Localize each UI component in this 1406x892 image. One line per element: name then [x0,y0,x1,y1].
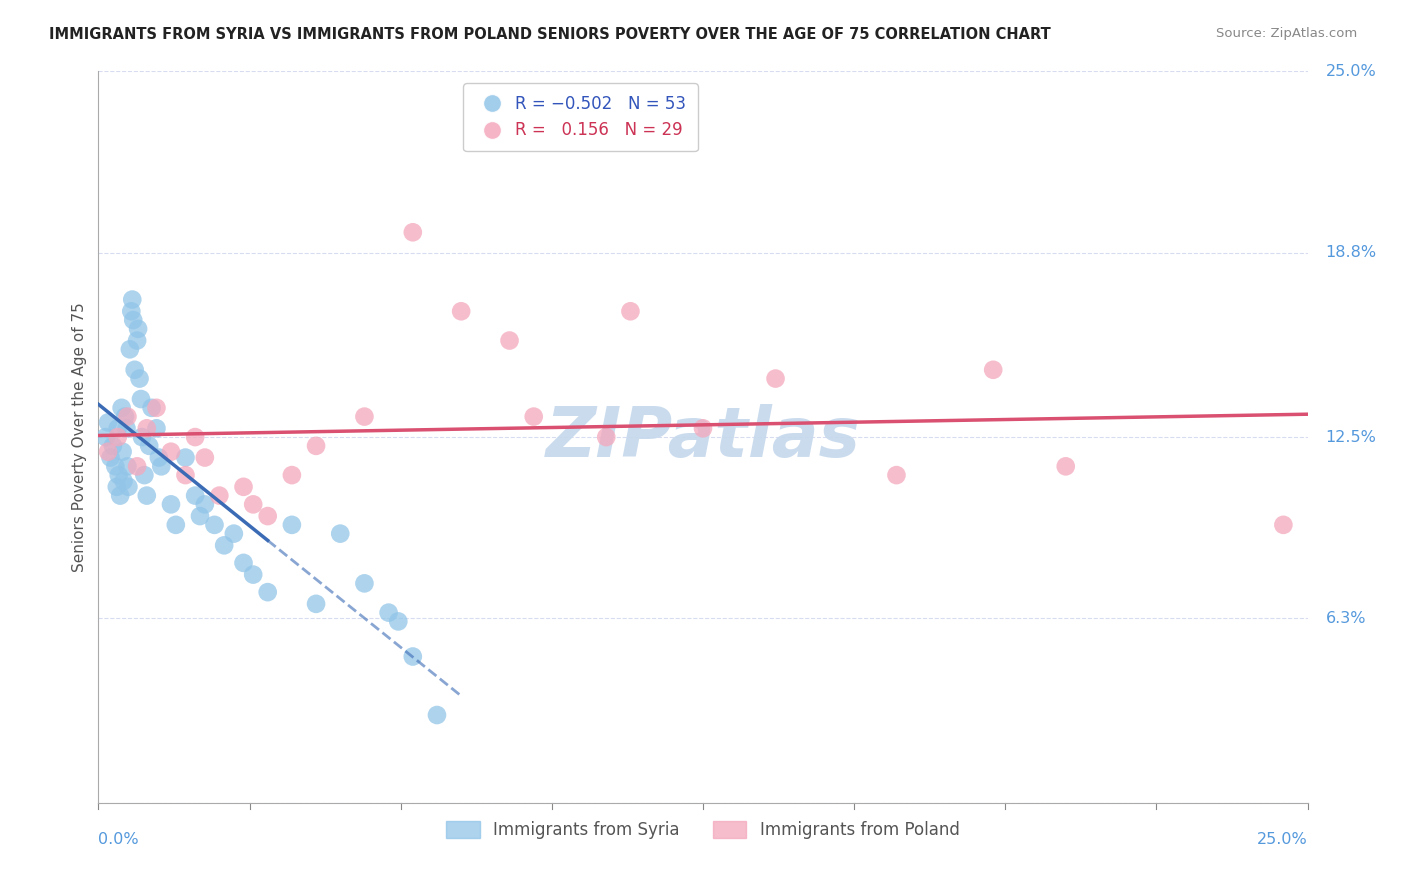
Point [129,392,152,406]
Point [145,401,167,415]
Point [121,293,143,307]
Point [117,409,139,424]
Point [111,444,134,458]
Point [127,334,149,348]
Point [101,439,124,453]
Point [184,489,207,503]
Point [174,468,197,483]
Text: 25.0%: 25.0% [1257,832,1308,847]
Point [1272,517,1295,532]
Point [128,371,150,385]
Point [135,421,157,435]
Point [115,421,138,435]
Point [165,517,187,532]
Point [97,416,120,430]
Point [127,322,149,336]
Point [127,459,149,474]
Point [107,421,129,435]
Text: IMMIGRANTS FROM SYRIA VS IMMIGRANTS FROM POLAND SENIORS POVERTY OVER THE AGE OF : IMMIGRANTS FROM SYRIA VS IMMIGRANTS FROM… [49,27,1050,42]
Point [160,444,183,458]
Point [118,343,141,357]
Point [353,576,375,591]
Point [138,439,160,453]
Point [765,371,787,385]
Point [204,517,226,532]
Point [94,430,117,444]
Point [232,480,254,494]
Point [619,304,641,318]
Point [124,363,146,377]
Point [160,497,183,511]
Point [242,497,264,511]
Point [305,439,328,453]
Point [305,597,328,611]
Point [105,480,128,494]
Point [188,509,211,524]
Point [194,497,217,511]
Point [107,430,129,444]
Point [111,401,134,415]
Point [194,450,217,465]
Point [150,459,173,474]
Point [107,468,129,483]
Y-axis label: Seniors Poverty Over the Age of 75: Seniors Poverty Over the Age of 75 [72,302,87,572]
Point [148,450,170,465]
Legend: Immigrants from Syria, Immigrants from Poland: Immigrants from Syria, Immigrants from P… [440,814,966,846]
Point [886,468,908,483]
Text: 0.0%: 0.0% [98,832,139,847]
Point [134,468,156,483]
Point [426,708,449,723]
Point [122,313,145,327]
Point [141,401,163,415]
Point [256,585,278,599]
Point [329,526,352,541]
Text: 12.5%: 12.5% [1326,430,1376,444]
Point [256,509,278,524]
Point [232,556,254,570]
Point [100,450,122,465]
Point [174,450,197,465]
Point [353,409,375,424]
Point [402,649,425,664]
Point [117,459,139,474]
Point [981,363,1004,377]
Point [377,606,399,620]
Point [1054,459,1077,474]
Text: ZIPatlas: ZIPatlas [546,403,860,471]
Point [595,430,617,444]
Point [387,615,409,629]
Point [135,489,157,503]
Point [281,468,304,483]
Point [104,459,127,474]
Point [222,526,245,541]
Text: 18.8%: 18.8% [1326,245,1376,260]
Point [184,430,207,444]
Point [108,489,131,503]
Point [112,474,135,488]
Point [208,489,231,503]
Point [523,409,546,424]
Text: 25.0%: 25.0% [1326,64,1376,78]
Point [281,517,304,532]
Point [120,304,142,318]
Point [498,334,520,348]
Point [145,421,167,435]
Point [131,430,153,444]
Point [692,421,714,435]
Point [212,538,235,552]
Point [402,225,425,239]
Point [242,567,264,582]
Point [114,409,136,424]
Text: 6.3%: 6.3% [1326,611,1367,626]
Point [117,480,139,494]
Text: Source: ZipAtlas.com: Source: ZipAtlas.com [1216,27,1357,40]
Point [97,444,120,458]
Point [450,304,472,318]
